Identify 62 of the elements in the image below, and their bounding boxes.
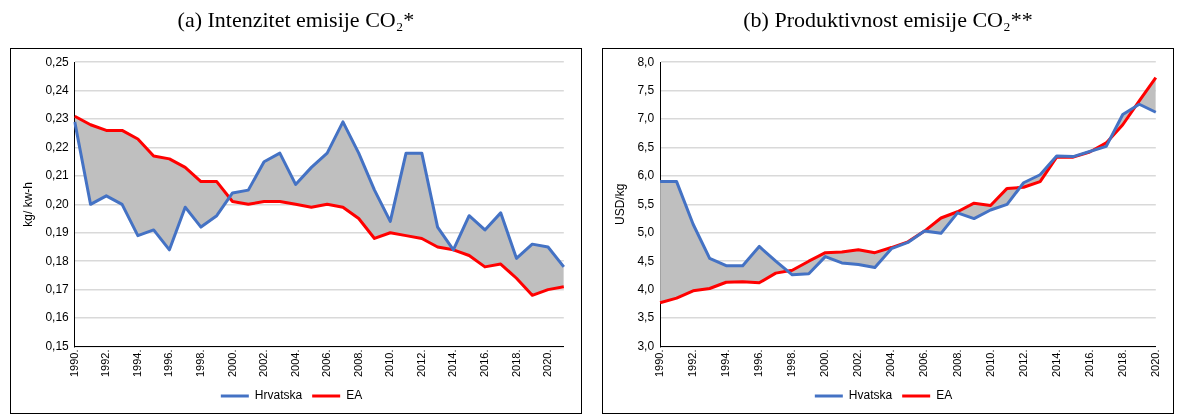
x-tick-label: 2004. — [884, 349, 897, 377]
y-tick-label: 6,5 — [637, 139, 655, 154]
x-tick-label: 2006. — [917, 349, 930, 377]
x-tick-label: 2004. — [288, 349, 301, 377]
y-tick-label: 7,5 — [637, 82, 655, 97]
y-tick-label: 3,5 — [637, 310, 655, 325]
x-tick-label: 2014. — [1049, 349, 1062, 377]
y-tick-label: 8,0 — [637, 54, 655, 69]
x-tick-label: 1992. — [686, 349, 699, 377]
x-tick-label: 1996. — [752, 349, 765, 377]
y-tick-label: 4,0 — [637, 281, 655, 296]
y-tick-label: 5,0 — [637, 225, 655, 240]
y-tick-label: 0,16 — [45, 310, 70, 325]
x-tick-label: 2002. — [851, 349, 864, 377]
x-tick-label: 1996. — [162, 349, 175, 377]
y-tick-label: 5,5 — [637, 196, 655, 211]
legend-label: Hrvatska — [254, 388, 303, 403]
legend-label: Hvatska — [848, 388, 893, 403]
x-tick-label: 2002. — [257, 349, 270, 377]
chart-title: (a) Intenzitet emisije CO₂* — [176, 6, 416, 34]
x-tick-label: 2012. — [414, 349, 427, 377]
x-tick-label: 2008. — [950, 349, 963, 377]
y-tick-label: 0,21 — [45, 168, 70, 183]
x-tick-label: 1990. — [653, 349, 666, 377]
y-tick-label: 0,15 — [45, 338, 70, 353]
x-tick-label: 2000. — [818, 349, 831, 377]
y-tick-label: 0,19 — [45, 225, 70, 240]
y-tick-label: 0,22 — [45, 139, 70, 154]
y-tick-label: 7,0 — [637, 111, 655, 126]
y-tick-label: 0,23 — [45, 111, 70, 126]
y-tick-label: 0,24 — [45, 82, 70, 97]
x-tick-label: 2010. — [983, 349, 996, 377]
x-tick-label: 2016. — [477, 349, 490, 377]
x-tick-label: 1998. — [193, 349, 206, 377]
y-axis-title: kg/ kw-h — [20, 181, 35, 227]
y-tick-label: 4,5 — [637, 253, 655, 268]
x-tick-label: 1992. — [99, 349, 112, 377]
y-tick-label: 0,25 — [45, 54, 70, 69]
x-tick-label: 2010. — [383, 349, 396, 377]
legend-label: EA — [936, 388, 953, 403]
y-axis-title: USD/kg — [612, 183, 627, 226]
x-tick-label: 2018. — [1115, 349, 1128, 377]
x-tick-label: 1998. — [785, 349, 798, 377]
legend-label: EA — [346, 388, 363, 403]
x-tick-label: 2008. — [351, 349, 364, 377]
y-tick-label: 0,18 — [45, 253, 70, 268]
x-tick-label: 2014. — [446, 349, 459, 377]
x-tick-label: 1994. — [130, 349, 143, 377]
x-tick-label: 2018. — [509, 349, 522, 377]
x-tick-label: 2012. — [1016, 349, 1029, 377]
x-tick-label: 2016. — [1082, 349, 1095, 377]
x-tick-label: 1990. — [67, 349, 80, 377]
y-tick-label: 6,0 — [637, 168, 655, 183]
y-tick-label: 0,17 — [45, 281, 70, 296]
y-tick-label: 3,0 — [637, 338, 655, 353]
x-tick-label: 2020. — [1148, 349, 1161, 377]
x-tick-label: 1994. — [719, 349, 732, 377]
x-tick-label: 2000. — [225, 349, 238, 377]
x-tick-label: 2006. — [320, 349, 333, 377]
x-tick-label: 2020. — [541, 349, 554, 377]
chart-title: (b) Produktivnost emisije CO₂** — [742, 6, 1034, 34]
y-tick-label: 0,20 — [45, 196, 70, 211]
